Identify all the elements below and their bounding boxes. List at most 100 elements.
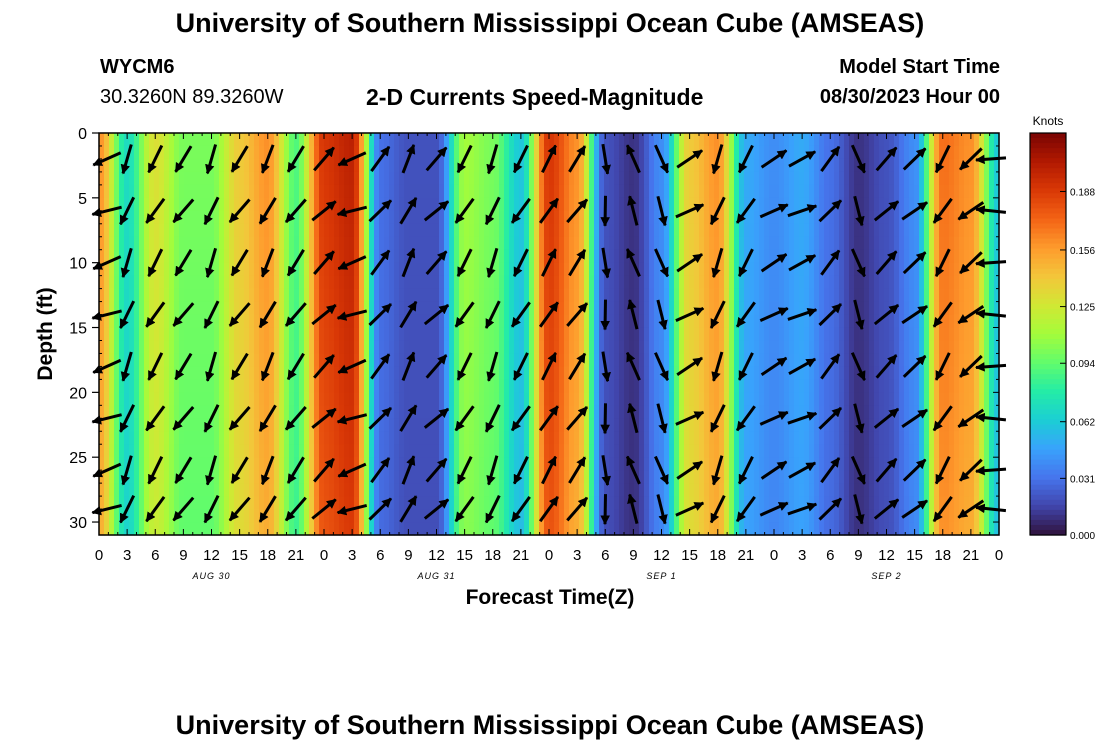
- heatmap-cell: [419, 392, 425, 406]
- heatmap-cell: [334, 457, 340, 471]
- heatmap-cell: [554, 288, 560, 303]
- heatmap-cell: [769, 353, 775, 368]
- heatmap-cell: [279, 314, 285, 329]
- heatmap-cell: [339, 171, 345, 186]
- heatmap-cell: [339, 223, 345, 238]
- heatmap-cell: [619, 470, 625, 484]
- heatmap-cell: [654, 171, 660, 186]
- heatmap-cell: [524, 275, 530, 290]
- heatmap-cell: [424, 223, 430, 238]
- heatmap-cell: [359, 366, 365, 380]
- heatmap-cell: [844, 327, 850, 342]
- heatmap-cell: [839, 522, 845, 536]
- heatmap-cell: [139, 171, 145, 186]
- heatmap-cell: [219, 483, 225, 497]
- heatmap-cell: [559, 133, 565, 147]
- heatmap-cell: [314, 483, 320, 497]
- heatmap-cell: [109, 145, 115, 160]
- heatmap-cell: [624, 275, 630, 290]
- heatmap-cell: [554, 145, 560, 160]
- heatmap-cell: [684, 158, 690, 173]
- heatmap-cell: [309, 145, 315, 160]
- heatmap-cell: [589, 236, 595, 251]
- heatmap-cell: [574, 133, 580, 147]
- heatmap-cell: [224, 483, 230, 497]
- heatmap-cell: [414, 366, 420, 380]
- heatmap-cell: [624, 509, 630, 523]
- heatmap-cell: [879, 444, 885, 458]
- heatmap-cell: [719, 184, 725, 199]
- heatmap-cell: [334, 496, 340, 510]
- heatmap-cell: [254, 249, 260, 264]
- heatmap-cell: [629, 327, 635, 342]
- heatmap-cell: [324, 509, 330, 523]
- heatmap-cell: [329, 522, 335, 536]
- heatmap-cell: [779, 444, 785, 458]
- heatmap-cell: [549, 158, 555, 173]
- heatmap-cell: [509, 431, 515, 445]
- heatmap-cell: [714, 444, 720, 458]
- heatmap-cell: [444, 171, 450, 186]
- heatmap-cell: [289, 431, 295, 445]
- heatmap-cell: [784, 483, 790, 497]
- heatmap-cell: [404, 133, 410, 147]
- heatmap-cell: [119, 457, 125, 471]
- heatmap-cell: [109, 353, 115, 368]
- heatmap-cell: [839, 379, 845, 393]
- heatmap-cell: [469, 444, 475, 458]
- heatmap-cell: [229, 197, 235, 212]
- heatmap-cell: [649, 133, 655, 147]
- heatmap-cell: [809, 418, 815, 432]
- heatmap-cell: [264, 431, 270, 445]
- heatmap-cell: [404, 418, 410, 432]
- heatmap-cell: [239, 366, 245, 380]
- heatmap-cell: [724, 210, 730, 225]
- heatmap-cell: [449, 444, 455, 458]
- heatmap-cell: [339, 483, 345, 497]
- heatmap-cell: [149, 353, 155, 368]
- heatmap-cell: [154, 262, 160, 277]
- heatmap-cell: [194, 457, 200, 471]
- heatmap-cell: [839, 314, 845, 329]
- heatmap-cell: [469, 145, 475, 160]
- heatmap-cell: [194, 223, 200, 238]
- heatmap-cell: [694, 444, 700, 458]
- heatmap-cell: [829, 184, 835, 199]
- heatmap-cell: [699, 340, 705, 355]
- heatmap-cell: [649, 379, 655, 393]
- heatmap-cell: [474, 327, 480, 342]
- heatmap-cell: [674, 145, 680, 160]
- heatmap-cell: [139, 470, 145, 484]
- heatmap-cell: [379, 431, 385, 445]
- heatmap-cell: [164, 522, 170, 536]
- heatmap-cell: [829, 133, 835, 147]
- heatmap-cell: [484, 444, 490, 458]
- heatmap-cell: [164, 444, 170, 458]
- heatmap-cell: [729, 288, 735, 303]
- heatmap-cell: [724, 197, 730, 212]
- heatmap-cell: [709, 223, 715, 238]
- heatmap-cell: [594, 431, 600, 445]
- heatmap-cell: [189, 210, 195, 225]
- heatmap-cell: [434, 145, 440, 160]
- heatmap-cell: [264, 522, 270, 536]
- heatmap-cell: [684, 249, 690, 264]
- heatmap-cell: [174, 145, 180, 160]
- heatmap-cell: [659, 133, 665, 147]
- heatmap-cell: [639, 418, 645, 432]
- heatmap-cell: [584, 158, 590, 173]
- heatmap-cell: [824, 210, 830, 225]
- heatmap-cell: [689, 392, 695, 406]
- heatmap-cell: [299, 522, 305, 536]
- heatmap-cell: [489, 483, 495, 497]
- heatmap-cell: [779, 418, 785, 432]
- heatmap-cell: [814, 249, 820, 264]
- heatmap-cell: [784, 210, 790, 225]
- heatmap-cell: [319, 405, 325, 419]
- heatmap-cell: [544, 418, 550, 432]
- heatmap-cell: [344, 340, 350, 355]
- heatmap-cell: [324, 133, 330, 147]
- heatmap-cell: [529, 431, 535, 445]
- heatmap-cell: [674, 457, 680, 471]
- heatmap-cell: [609, 275, 615, 290]
